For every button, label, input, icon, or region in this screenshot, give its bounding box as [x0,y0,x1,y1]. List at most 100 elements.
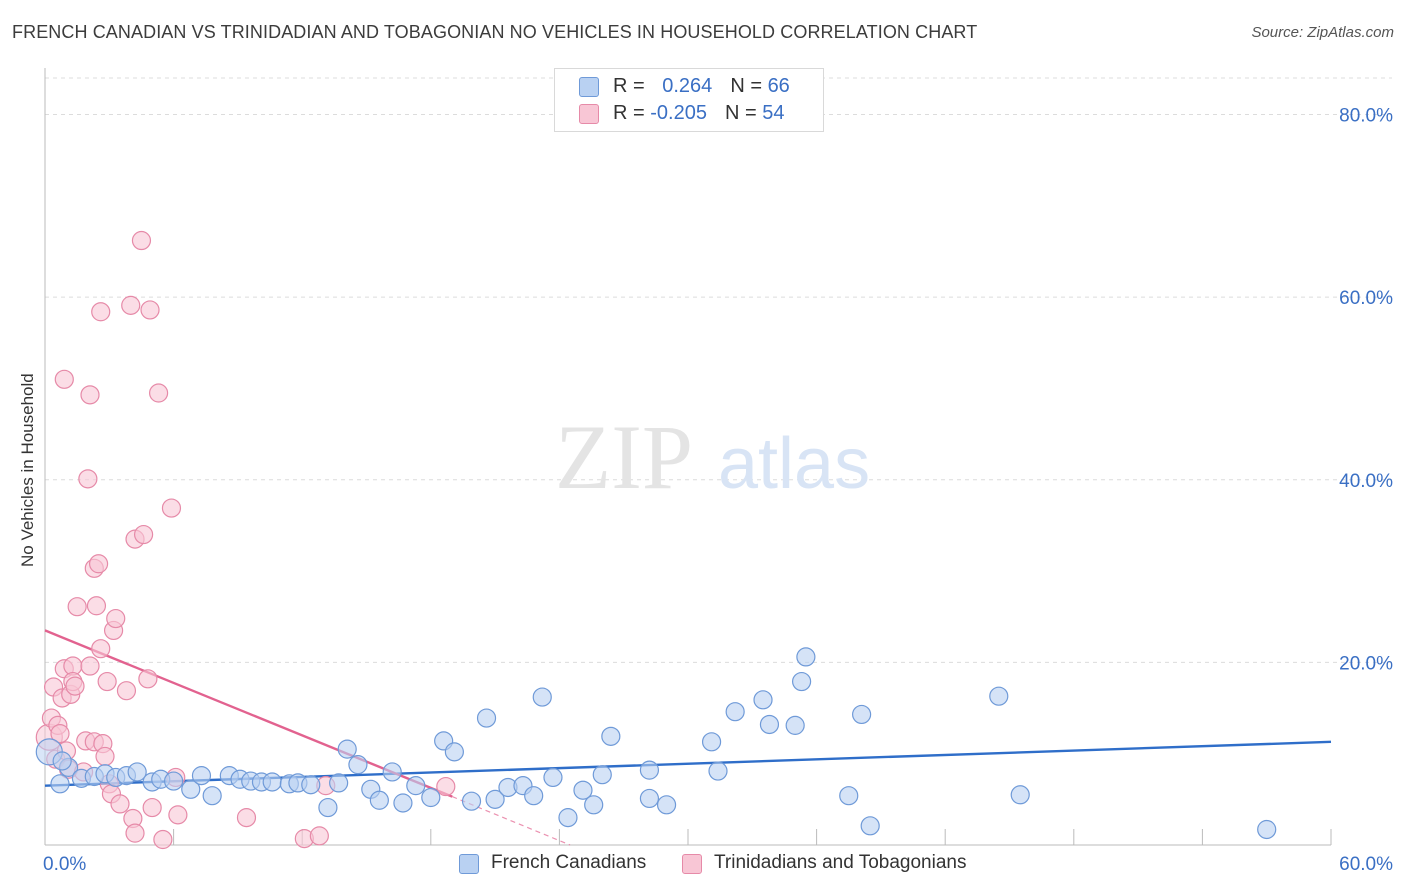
french-canadian-point [601,726,621,746]
french-canadian-point [839,786,859,806]
french-canadian-point [50,774,70,794]
source-credit: Source: ZipAtlas.com [1251,24,1394,41]
french-canadian-point [725,702,745,722]
pink-swatch-icon [682,854,702,874]
french-canadian-point [406,776,426,796]
french-canadian-point [524,786,544,806]
trinidadian-point [106,608,126,629]
trinidadian-point [50,724,70,744]
n-value: 54 [762,102,785,124]
french-canadian-point [592,765,612,785]
trinidadian-point [309,826,329,846]
trinidadian-point [80,385,100,405]
trinidadian-point [65,676,85,696]
trinidadian-point [236,808,257,828]
french-canadian-point [181,779,201,799]
french-canadian-point [369,790,389,810]
french-canadian-point [532,687,552,707]
french-canadian-point [476,708,497,728]
french-canadian-point [753,690,773,710]
trinidadian-point [436,776,456,797]
y-tick-label: 20.0% [1339,653,1393,674]
french-canadian-point [202,786,222,806]
r-value: 0.264 [662,75,713,97]
trinidadian-point [121,295,141,315]
french-canadian-point [701,732,722,752]
french-canadian-point [860,816,880,836]
french-canadian-point [444,742,464,762]
french-canadian-point [262,772,282,792]
watermark: ZIP atlas [555,406,870,508]
chart-title: FRENCH CANADIAN VS TRINIDADIAN AND TOBAG… [12,22,978,42]
french-canadian-point [785,715,805,735]
points-layer [35,230,1277,850]
n-label: N = [730,75,768,97]
trinidadian-point [91,639,111,659]
french-canadian-point [639,788,660,809]
blue-swatch-icon [579,77,599,97]
trinidadian-point [148,383,169,403]
y-tick-label: 60.0% [1339,288,1393,309]
stats-legend-text: R = 0.264 N = 66 [613,75,790,98]
trinidadian-point [97,671,117,692]
x-tick-label-min: 0.0% [43,854,86,875]
blue-swatch-icon [459,854,479,874]
trinidadian-point [131,230,152,251]
legend-label: French Canadians [491,852,647,873]
french-canadian-point [337,739,357,759]
french-canadian-point [852,704,872,725]
stats-legend: R = 0.264 N = 66 R = -0.205 N = 54 [554,68,824,132]
trinidadian-point [116,681,137,701]
trinidadian-point [153,829,173,850]
trinidadian-point [161,498,182,518]
r-label: R = [613,102,651,124]
trinidadian-point [125,823,145,843]
french-canadian-point [164,771,184,791]
trinidadian-point [91,302,111,322]
trinidadian-point [168,805,188,825]
trinidadian-point [138,669,158,689]
tick-label-layer: 20.0% 40.0% 60.0% 80.0% 0.0% 60.0% [43,106,1393,875]
trinidadian-point [78,469,98,489]
trinidadian-point [67,597,87,617]
french-canadian-point [421,787,441,808]
r-label: R = [613,75,651,97]
y-tick-label: 40.0% [1339,471,1393,492]
trinidadian-point [54,369,74,389]
french-canadian-point [318,797,338,818]
french-canadian-point [584,795,604,815]
n-value: 66 [767,75,790,97]
french-canadian-point [791,671,812,692]
french-canadian-point [382,762,402,782]
grid-layer [45,77,1392,663]
n-label: N = [724,102,763,124]
french-canadian-point [461,791,482,811]
french-canadian-point [656,795,677,815]
trinidadian-point [133,524,154,545]
french-canadian-point [301,775,321,795]
french-canadian-point [329,773,349,793]
french-canadian-point [796,647,816,667]
french-canadian-point [52,751,72,771]
watermark-atlas: atlas [718,424,870,504]
trinidadian-point [142,797,162,818]
trinidadian-point [80,656,100,676]
trinidadian-point [140,300,160,320]
pink-swatch-icon [579,104,599,124]
y-tick-label: 80.0% [1339,106,1393,127]
french-canadian-point [759,714,780,735]
french-canadian-point [127,762,147,782]
trinidadian-point [88,554,109,574]
french-canadian-point [558,808,578,828]
french-canadian-point [393,793,413,813]
stats-legend-text: R = -0.205 N = 54 [613,102,784,125]
trinidadian-point [95,746,115,767]
french-canadian-point [639,760,660,780]
french-canadian-point [485,789,505,809]
trinidadian-point [110,794,130,814]
french-canadian-point [543,767,563,788]
r-value: -0.205 [650,102,707,124]
french-canadian-point [989,686,1009,706]
y-axis-label: No Vehicles in Household [18,373,37,567]
